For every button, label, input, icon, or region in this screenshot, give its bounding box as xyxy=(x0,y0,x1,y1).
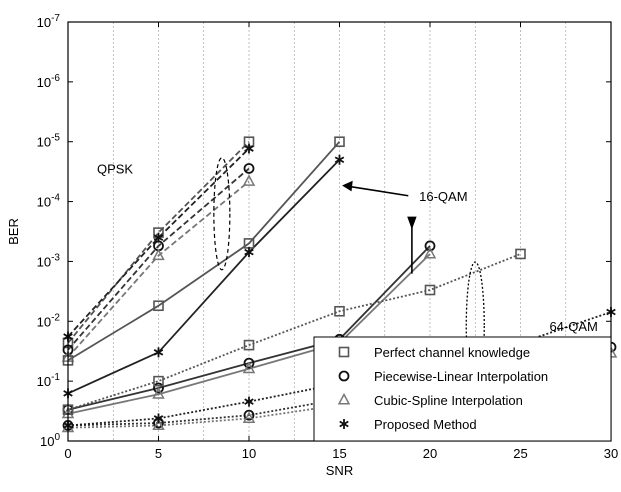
y-tick-label: 100 xyxy=(40,432,60,449)
data-point-64-qam-square xyxy=(515,248,526,260)
x-tick-label: 5 xyxy=(155,446,162,461)
data-point-16-qam-star xyxy=(244,247,254,258)
data-point-16-qam-triangle xyxy=(423,246,437,259)
data-point-16-qam-circle xyxy=(424,240,436,252)
data-point-64-qam-square xyxy=(243,339,255,351)
data-point-16-qam-square xyxy=(334,136,345,148)
star-stroke xyxy=(153,234,164,241)
legend-label: Perfect channel knowledge xyxy=(374,345,530,360)
annotation-16-qam: 16-QAM xyxy=(419,189,467,204)
star-stroke xyxy=(153,349,164,356)
data-point-64-qam-star xyxy=(153,413,164,424)
series-line-64-qam-square xyxy=(67,253,521,411)
legend-marker-star xyxy=(339,419,349,429)
data-point-64-qam-square xyxy=(424,284,436,296)
data-point-16-qam-triangle xyxy=(152,387,165,399)
data-point-64-qam-triangle xyxy=(242,411,256,423)
annotation-layer: QPSK 16-QAM 64-QAM xyxy=(97,157,598,391)
x-axis-label: SNR xyxy=(326,463,353,478)
16qam-arrow-left xyxy=(342,180,409,197)
y-tick-label: 10-5 xyxy=(37,133,61,150)
series-line-qpsk-triangle xyxy=(67,180,250,358)
qpsk-ellipse xyxy=(213,157,231,271)
star-stroke xyxy=(244,398,254,405)
star-stroke xyxy=(244,145,254,152)
series-line-qpsk-circle xyxy=(67,167,250,351)
annotation-qpsk: QPSK xyxy=(97,161,133,176)
data-point-64-qam-square xyxy=(153,375,164,387)
data-point-64-qam-triangle xyxy=(152,418,165,431)
x-tick-label: 20 xyxy=(423,446,437,461)
data-point-16-qam-star xyxy=(153,347,164,358)
legend-label: Piecewise-Linear Interpolation xyxy=(374,369,548,384)
star-stroke xyxy=(334,156,345,164)
legend-marker-circle xyxy=(338,370,350,382)
legend-marker-triangle xyxy=(337,392,351,405)
data-point-16-qam-star xyxy=(334,154,345,165)
data-point-qpsk-triangle xyxy=(242,174,256,186)
arrow-head xyxy=(342,180,353,192)
legend-marker-square xyxy=(338,346,350,358)
legend-label: Cubic-Spline Interpolation xyxy=(374,393,523,408)
x-tick-label: 15 xyxy=(332,446,346,461)
x-tick-label: 25 xyxy=(513,446,527,461)
data-point-qpsk-circle xyxy=(243,163,255,174)
series-line-16-qam-triangle xyxy=(67,253,431,415)
legend-label: Proposed Method xyxy=(374,417,477,432)
16qam-arrow-down xyxy=(407,216,417,274)
data-point-16-qam-circle xyxy=(243,357,255,369)
x-tick-label: 0 xyxy=(64,446,71,461)
y-tick-label: 10-6 xyxy=(37,73,61,90)
series-line-16-qam-star xyxy=(67,159,341,395)
star-stroke xyxy=(153,415,164,422)
data-point-qpsk-star xyxy=(153,232,164,243)
series-line-qpsk-square xyxy=(67,141,250,344)
data-point-qpsk-triangle xyxy=(152,248,165,261)
x-tick-label: 30 xyxy=(604,446,618,461)
legend-box xyxy=(313,336,612,442)
arrow-shaft xyxy=(346,185,409,197)
data-point-16-qam-circle xyxy=(153,382,164,394)
y-tick-label: 10-4 xyxy=(37,193,61,210)
arrow-head xyxy=(407,216,417,230)
data-point-64-qam-star xyxy=(244,396,254,407)
y-tick-label: 10-2 xyxy=(37,312,61,329)
y-axis-label: BER xyxy=(6,218,21,245)
series-line-qpsk-star xyxy=(67,147,250,338)
data-point-64-qam-circle xyxy=(243,409,255,421)
legend: Perfect channel knowledge Piecewise-Linea… xyxy=(313,336,612,442)
series-line-16-qam-square xyxy=(67,141,341,362)
y-tick-label: 10-3 xyxy=(37,252,61,269)
data-point-64-qam-square xyxy=(334,305,345,317)
y-tick-label: 10-7 xyxy=(37,13,61,30)
y-tick-label: 10-1 xyxy=(37,372,61,389)
star-stroke xyxy=(339,420,349,428)
x-tick-label: 10 xyxy=(242,446,256,461)
annotation-64-qam: 64-QAM xyxy=(549,319,597,334)
data-point-qpsk-star xyxy=(244,143,254,154)
data-point-16-qam-triangle xyxy=(242,361,256,374)
star-stroke xyxy=(244,248,254,256)
data-point-16-qam-square xyxy=(153,300,164,312)
